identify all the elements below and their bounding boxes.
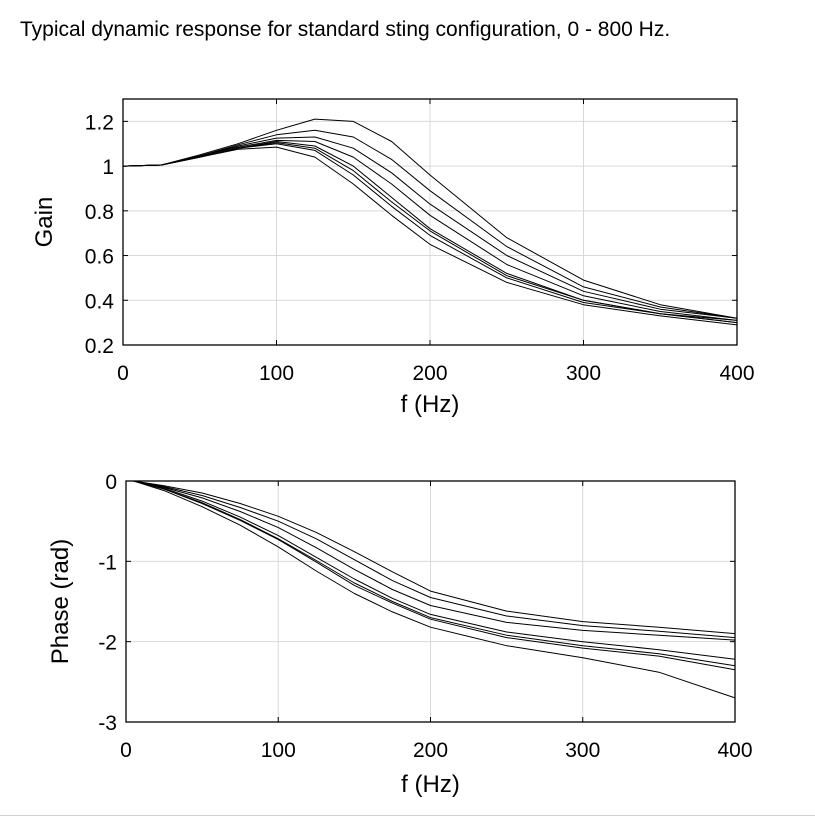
phase-ytick-label: -1 [98,551,117,574]
phase-series-line-1 [133,480,736,699]
gain-xtick-label: 100 [259,362,294,385]
phase-xtick-label: 100 [261,739,296,762]
gain-xtick-label: 200 [412,362,447,385]
gain-chart: 0 100 200 300 400 0.2 0.4 0.6 0.8 1 1.2 f (Hz) Gain [31,98,755,418]
phase-xtick-label: 0 [120,739,132,762]
gain-xtick-label: 0 [117,362,129,385]
phase-ytick-label: -3 [98,712,117,735]
gain-x-axis-label: f (Hz) [401,391,460,418]
gain-ytick-label: 0.6 [85,246,114,269]
phase-y-axis-label: Phase (rad) [47,539,74,664]
page-title: Typical dynamic response for standard st… [20,18,671,41]
phase-series-line-3 [133,480,736,667]
phase-plot-frame [125,480,736,723]
gain-ytick-label: 1.2 [85,111,114,134]
phase-series-line-7 [133,480,736,635]
gain-series-line-7 [122,129,738,319]
gain-ytick-label: 0.4 [85,290,115,313]
phase-ytick-label: 0 [105,471,117,494]
phase-series-line-4 [133,480,736,660]
phase-series-line-2 [133,480,736,671]
phase-xtick-label: 300 [565,739,600,762]
phase-ytick-label: -2 [98,632,117,655]
phase-x-axis-label: f (Hz) [401,771,460,798]
gain-y-axis-label: Gain [31,197,58,248]
gain-ytick-label: 1 [102,156,114,179]
phase-series-line-6 [133,480,736,639]
gain-plot-frame [122,98,738,346]
phase-xtick-label: 400 [717,739,752,762]
gain-series-line-4 [122,141,738,321]
bottom-divider [0,815,815,816]
gain-xtick-label: 300 [566,362,601,385]
gain-series-line-8 [122,118,738,319]
gain-xtick-label: 400 [719,362,754,385]
gain-ytick-label: 0.8 [85,201,114,224]
phase-series-line-5 [133,480,736,641]
phase-xtick-label: 200 [413,739,448,762]
phase-chart: 0 100 200 300 400 -3 -2 -1 0 f (Hz) Phase (rad) [47,471,753,798]
gain-ytick-label: 0.2 [85,335,114,358]
